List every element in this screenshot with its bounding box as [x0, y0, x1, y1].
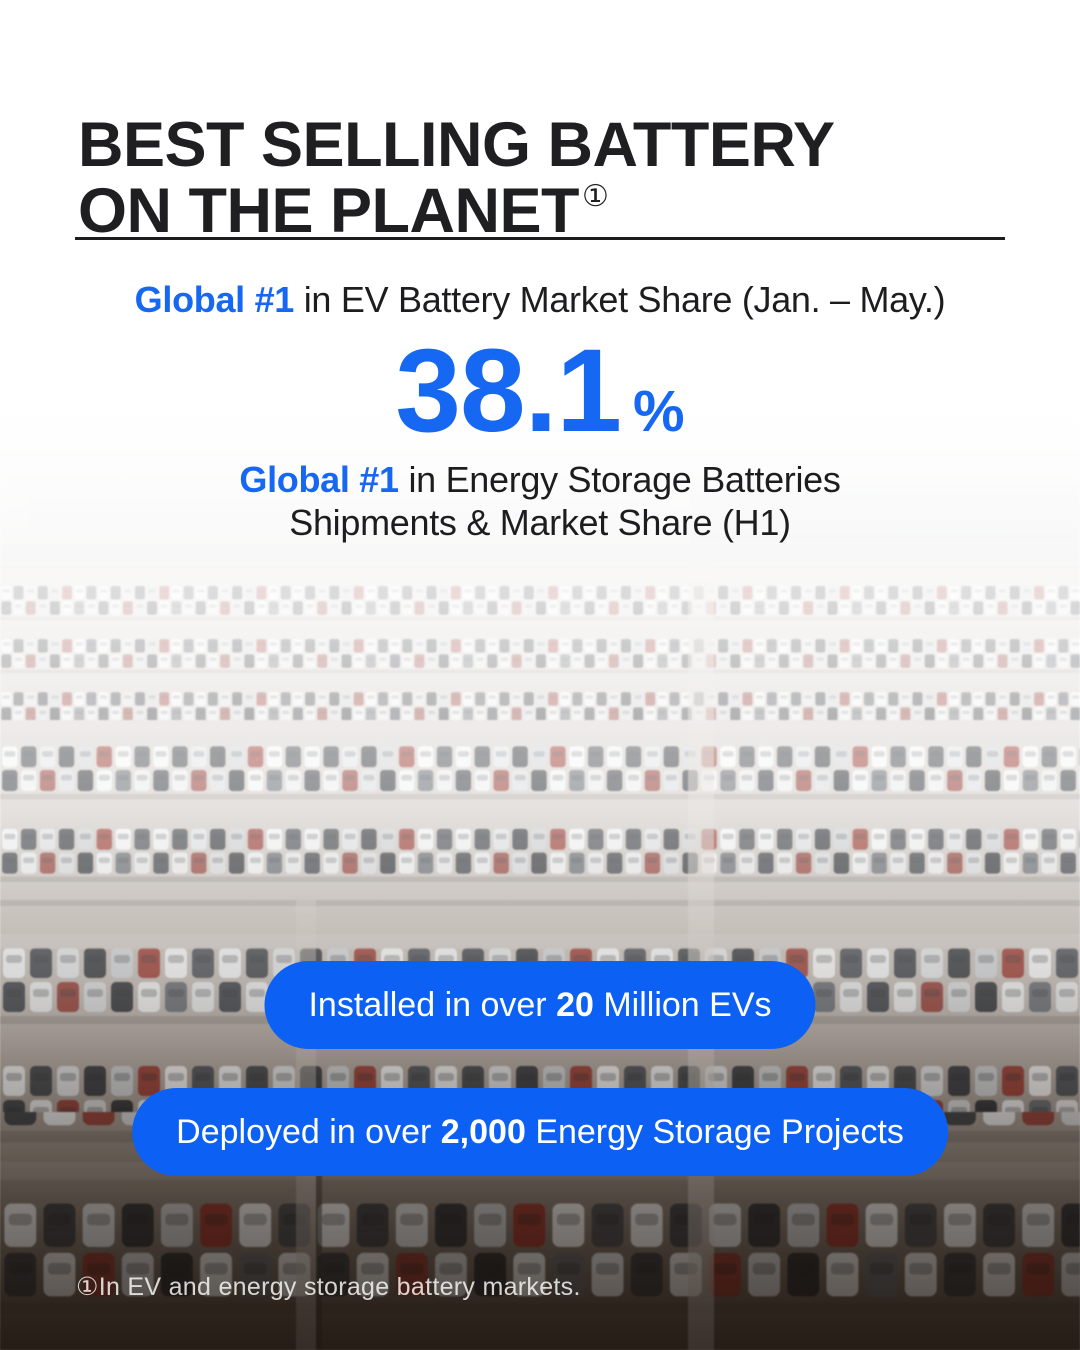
badge-highlight: 2,000: [440, 1113, 526, 1151]
title-line-1: BEST SELLING BATTERY: [78, 110, 835, 181]
ess-rank-line2: Shipments & Market Share (H1): [289, 502, 791, 543]
badge-prefix: Deployed in over: [176, 1113, 441, 1151]
evs-installed-badge: Installed in over 20 Million EVs: [264, 961, 816, 1049]
market-share-number: 38.1: [395, 325, 622, 457]
badge-suffix: Energy Storage Projects: [525, 1113, 904, 1151]
badge-prefix: Installed in over: [308, 986, 557, 1024]
ev-market-share-line: Global #1 in EV Battery Market Share (Ja…: [0, 278, 1080, 322]
title-divider: [75, 237, 1005, 240]
footnote-mark-icon: ①: [582, 180, 609, 214]
ess-rank-accent: Global #1: [239, 459, 399, 500]
ev-rank-accent: Global #1: [134, 279, 295, 320]
page-title: BEST SELLING BATTERY ON THE PLANET ①: [78, 112, 835, 256]
market-share-value: 38.1%: [0, 332, 1080, 471]
badge-highlight: 20: [556, 986, 594, 1024]
ess-rank-text: in Energy Storage Batteries: [398, 459, 841, 500]
percent-sign: %: [633, 379, 685, 444]
storage-projects-badge: Deployed in over 2,000 Energy Storage Pr…: [132, 1088, 948, 1176]
footnote: ①In EV and energy storage battery market…: [76, 1273, 581, 1301]
title-line-2: ON THE PLANET: [78, 176, 580, 247]
ev-rank-text: in EV Battery Market Share (Jan. – May.): [294, 279, 946, 320]
badge-suffix: Million EVs: [593, 986, 772, 1024]
ess-market-share-line: Global #1 in Energy Storage Batteries Sh…: [0, 458, 1080, 544]
